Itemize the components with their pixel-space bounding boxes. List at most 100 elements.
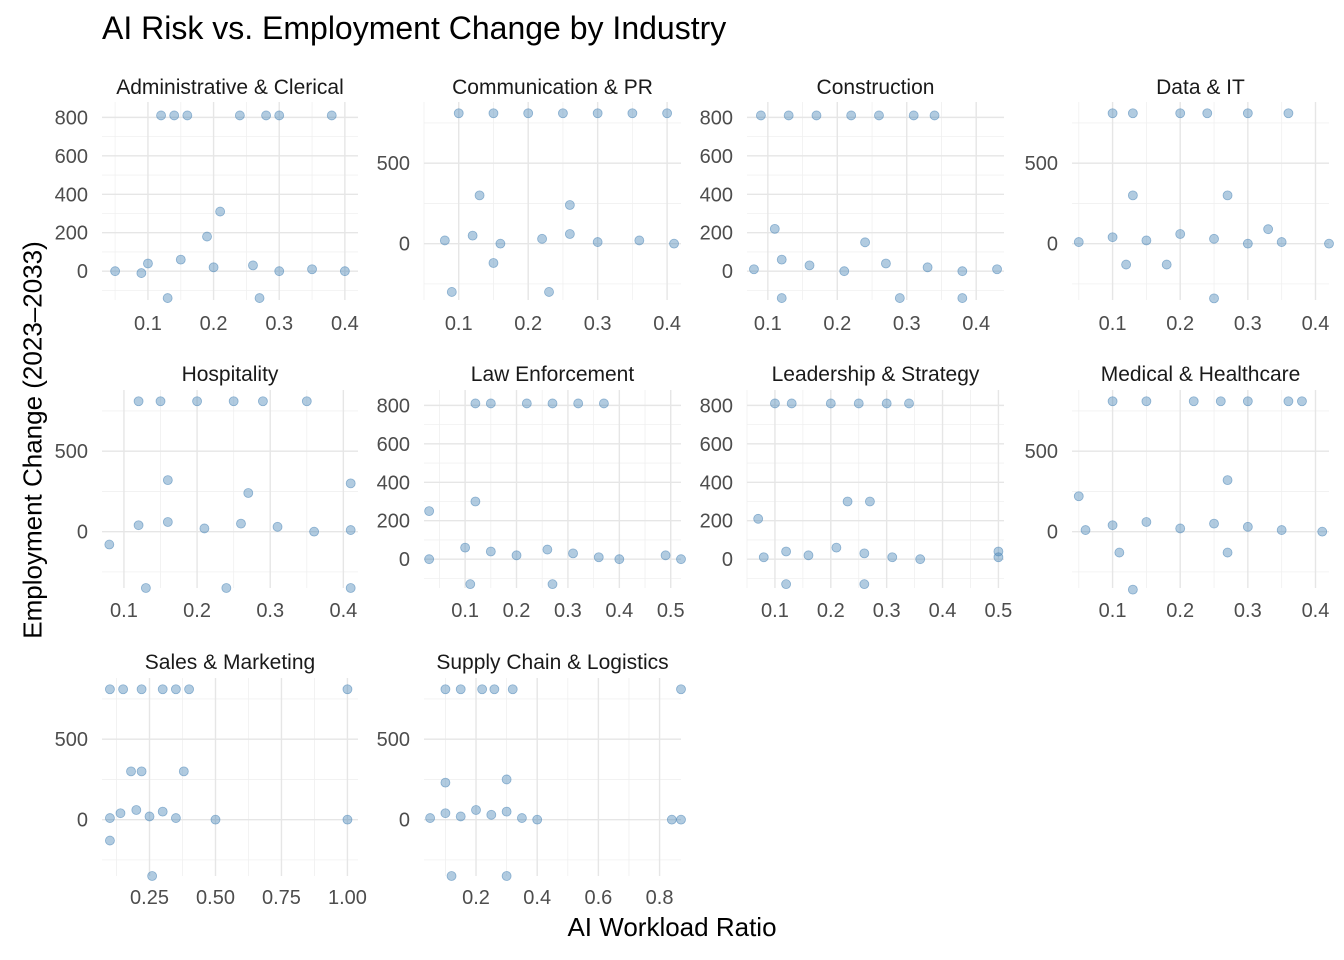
data-point xyxy=(1242,108,1253,119)
data-point xyxy=(915,554,926,565)
facet-strip-label: Administrative & Clerical xyxy=(116,76,344,99)
data-point xyxy=(593,552,604,563)
data-point xyxy=(342,684,353,695)
data-point xyxy=(1209,518,1219,529)
y-tick-label: 500 xyxy=(55,729,88,751)
y-tick-label: 0 xyxy=(399,810,410,832)
x-tick-label: 0.4 xyxy=(331,313,359,335)
data-point xyxy=(261,110,272,121)
x-tick-label: 0.25 xyxy=(130,887,169,909)
data-point xyxy=(1107,396,1118,407)
data-point xyxy=(274,266,285,277)
data-point xyxy=(489,684,500,695)
y-tick-label: 0 xyxy=(77,261,88,283)
data-point xyxy=(105,835,115,846)
data-point xyxy=(236,518,246,529)
data-point xyxy=(208,262,219,273)
data-point xyxy=(345,583,356,593)
y-tick-label: 0 xyxy=(399,234,410,256)
x-tick-label: 0.2 xyxy=(503,600,531,622)
y-tick-label: 600 xyxy=(700,146,733,168)
y-tick-label: 400 xyxy=(700,184,733,206)
x-tick-label: 0.3 xyxy=(256,600,284,622)
y-tick-label: 0 xyxy=(722,549,733,571)
data-point xyxy=(104,539,115,550)
x-tick-label: 0.3 xyxy=(873,600,901,622)
data-point xyxy=(115,808,126,819)
x-tick-label: 0.2 xyxy=(817,600,845,622)
data-point xyxy=(474,190,485,201)
data-point xyxy=(666,814,677,825)
data-point xyxy=(1209,233,1219,244)
y-tick-label: 200 xyxy=(700,223,733,245)
data-point xyxy=(477,684,488,695)
data-point xyxy=(486,809,497,820)
facet-panel: 0 500 0.2 0.4 0.6 0.8 Supply Chain & Logistics xyxy=(377,651,686,909)
x-tick-label: 0.75 xyxy=(262,887,301,909)
data-point xyxy=(599,398,609,409)
data-point xyxy=(993,546,1004,557)
y-tick-label: 600 xyxy=(55,146,88,168)
data-point xyxy=(1107,232,1118,243)
data-point xyxy=(1073,491,1084,502)
facet-strip-label: Data & IT xyxy=(1156,76,1245,99)
data-point xyxy=(1175,108,1186,119)
data-point xyxy=(676,684,686,695)
x-tick-label: 0.1 xyxy=(1099,600,1127,622)
x-tick-label: 0.2 xyxy=(514,313,542,335)
data-point xyxy=(781,546,792,557)
data-point xyxy=(573,398,584,409)
data-point xyxy=(592,108,603,119)
data-point xyxy=(957,293,968,303)
data-point xyxy=(471,805,481,815)
y-tick-label: 0 xyxy=(1047,522,1058,544)
data-point xyxy=(755,110,766,121)
x-tick-label: 0.4 xyxy=(605,600,633,622)
data-point xyxy=(1276,237,1287,247)
data-point xyxy=(440,777,451,788)
data-point xyxy=(842,496,853,507)
y-tick-label: 400 xyxy=(55,184,88,206)
x-tick-label: 0.1 xyxy=(761,600,789,622)
facet-panel: 0 200 400 600 800 0.1 0.2 0.3 0.4 0.5 Law Enforcem… xyxy=(377,363,686,622)
data-point xyxy=(210,814,221,825)
y-tick-label: 500 xyxy=(377,729,410,751)
data-point xyxy=(758,552,769,563)
x-tick-label: 0.1 xyxy=(1099,313,1127,335)
data-point xyxy=(1209,293,1219,304)
facet-strip-label: Leadership & Strategy xyxy=(772,363,980,386)
data-point xyxy=(175,254,186,265)
data-point xyxy=(1222,475,1233,486)
facet-panel: 0 500 0.1 0.2 0.3 0.4 Medical & Healthcare xyxy=(1025,363,1330,622)
data-point xyxy=(140,583,151,593)
x-tick-label: 0.2 xyxy=(1166,313,1194,335)
data-point xyxy=(592,237,603,247)
data-point xyxy=(157,806,168,817)
data-point xyxy=(501,806,512,817)
data-point xyxy=(424,506,435,517)
data-point xyxy=(542,544,553,555)
data-point xyxy=(144,811,155,822)
data-point xyxy=(147,871,158,881)
data-point xyxy=(957,266,968,277)
data-point xyxy=(881,398,892,409)
x-tick-label: 0.1 xyxy=(754,313,782,335)
data-point xyxy=(199,523,210,534)
data-point xyxy=(1263,224,1274,235)
x-tick-label: 0.3 xyxy=(584,313,612,335)
data-point xyxy=(859,579,870,590)
data-point xyxy=(258,396,268,407)
x-tick-label: 0.1 xyxy=(110,600,138,622)
data-point xyxy=(301,396,312,407)
x-tick-label: 0.3 xyxy=(1234,600,1262,622)
data-point xyxy=(1175,229,1186,239)
data-point xyxy=(453,108,464,119)
y-tick-label: 0 xyxy=(77,522,88,544)
data-point xyxy=(425,813,436,823)
data-point xyxy=(136,766,147,777)
data-point xyxy=(156,110,166,121)
x-tick-label: 0.50 xyxy=(196,887,235,909)
data-point xyxy=(846,110,857,121)
data-point xyxy=(676,814,686,825)
data-point xyxy=(1297,396,1307,407)
